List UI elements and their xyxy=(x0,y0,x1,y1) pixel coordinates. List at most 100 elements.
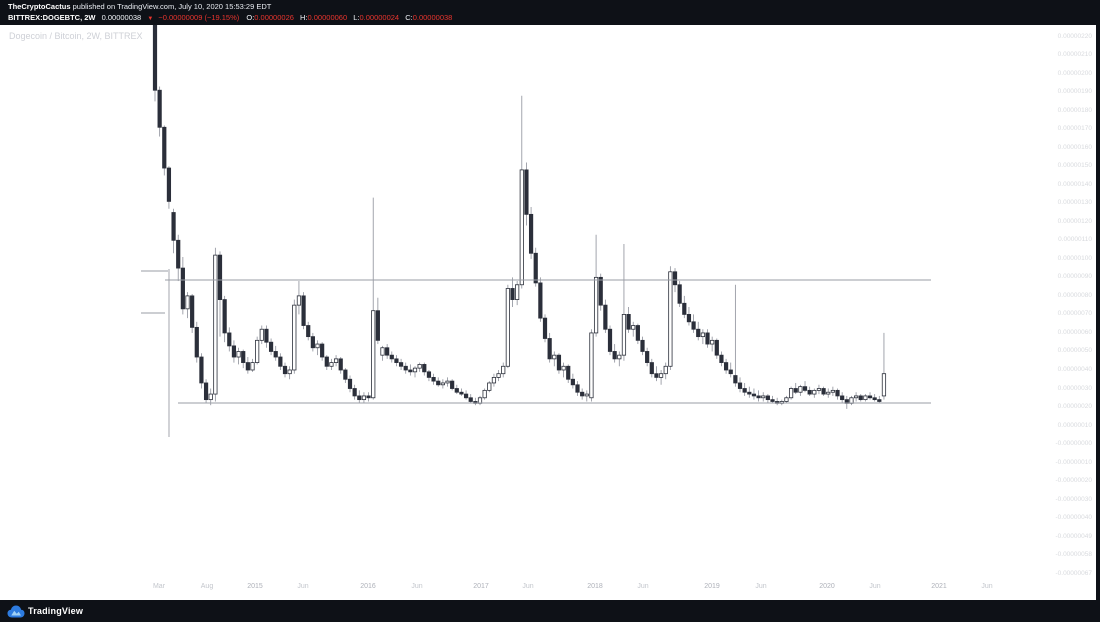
candle[interactable] xyxy=(645,347,650,367)
candle[interactable] xyxy=(398,358,404,370)
time-axis[interactable]: Mar Aug 2015 Jun 2016 Jun 2017 Jun 2018 Jun 2019 Ju… xyxy=(0,583,1100,597)
candle[interactable] xyxy=(881,332,887,400)
candle[interactable] xyxy=(640,336,645,356)
candle[interactable] xyxy=(742,382,747,396)
candle[interactable] xyxy=(547,332,552,363)
candle[interactable] xyxy=(296,281,302,315)
candle[interactable] xyxy=(217,251,223,337)
candle[interactable] xyxy=(751,388,757,400)
candle[interactable] xyxy=(830,386,835,396)
candle[interactable] xyxy=(863,394,868,402)
candle[interactable] xyxy=(315,340,320,356)
candle[interactable] xyxy=(853,392,859,402)
candle[interactable] xyxy=(593,234,599,337)
candle[interactable] xyxy=(371,197,376,400)
candle[interactable] xyxy=(176,234,181,282)
candle[interactable] xyxy=(463,390,469,400)
candle[interactable] xyxy=(394,355,399,367)
candle[interactable] xyxy=(324,355,329,370)
candle[interactable] xyxy=(459,388,464,396)
candle[interactable] xyxy=(162,125,167,176)
candle[interactable] xyxy=(213,247,218,402)
candle[interactable] xyxy=(380,345,385,361)
candle[interactable] xyxy=(454,384,459,395)
candle[interactable] xyxy=(245,357,250,374)
candle[interactable] xyxy=(268,338,274,356)
candle[interactable] xyxy=(347,375,353,393)
candle[interactable] xyxy=(491,373,497,387)
candle[interactable] xyxy=(515,281,520,306)
candle[interactable] xyxy=(700,329,705,345)
candle[interactable] xyxy=(259,325,264,345)
candle[interactable] xyxy=(561,362,566,378)
candle[interactable] xyxy=(617,351,622,367)
candle[interactable] xyxy=(482,388,487,400)
candle[interactable] xyxy=(747,386,752,398)
candle[interactable] xyxy=(385,344,390,359)
candle[interactable] xyxy=(422,362,427,376)
candle[interactable] xyxy=(872,394,877,402)
candle[interactable] xyxy=(626,306,631,333)
candle[interactable] xyxy=(403,362,408,374)
candle[interactable] xyxy=(343,368,348,383)
candle[interactable] xyxy=(199,353,204,389)
candle[interactable] xyxy=(691,314,696,333)
candle[interactable] xyxy=(333,355,339,367)
candle[interactable] xyxy=(524,162,529,226)
candle[interactable] xyxy=(487,381,492,393)
candle[interactable] xyxy=(807,386,812,396)
candle[interactable] xyxy=(450,379,455,391)
candle[interactable] xyxy=(375,297,380,345)
candle[interactable] xyxy=(152,16,158,102)
candle[interactable] xyxy=(436,377,441,387)
candle[interactable] xyxy=(528,206,534,259)
candle[interactable] xyxy=(477,395,483,406)
candle[interactable] xyxy=(840,392,845,404)
candle[interactable] xyxy=(203,379,209,404)
candle[interactable] xyxy=(635,323,640,345)
candle[interactable] xyxy=(733,284,738,387)
tradingview-cloud-logo-icon[interactable] xyxy=(7,605,25,622)
candle[interactable] xyxy=(366,392,371,402)
candle[interactable] xyxy=(570,373,575,389)
candle[interactable] xyxy=(816,384,822,395)
candle[interactable] xyxy=(812,388,817,398)
candle[interactable] xyxy=(301,292,306,330)
candle[interactable] xyxy=(867,392,873,400)
candle[interactable] xyxy=(264,325,269,348)
candle[interactable] xyxy=(793,382,798,395)
candle[interactable] xyxy=(250,358,255,372)
candle[interactable] xyxy=(677,281,682,307)
candle[interactable] xyxy=(501,362,506,378)
candle[interactable] xyxy=(241,349,246,369)
candle[interactable] xyxy=(584,390,589,402)
candle[interactable] xyxy=(412,366,418,378)
candle[interactable] xyxy=(496,369,501,382)
candle[interactable] xyxy=(287,366,292,380)
candle[interactable] xyxy=(222,295,227,343)
candle[interactable] xyxy=(770,395,775,404)
candle[interactable] xyxy=(654,366,659,382)
candle[interactable] xyxy=(668,266,673,370)
candle[interactable] xyxy=(542,314,548,343)
candle[interactable] xyxy=(338,357,343,374)
candle[interactable] xyxy=(723,358,729,374)
candle[interactable] xyxy=(775,397,780,406)
price-axis[interactable]: 0.00000220 0.00000210 0.00000200 0.00000190… xyxy=(1040,0,1100,600)
candle[interactable] xyxy=(227,327,232,352)
candle[interactable] xyxy=(663,362,668,380)
candle[interactable] xyxy=(844,395,849,409)
candle[interactable] xyxy=(310,332,315,352)
candle[interactable] xyxy=(194,321,199,363)
candle[interactable] xyxy=(357,390,362,404)
candle[interactable] xyxy=(389,351,394,363)
candle[interactable] xyxy=(417,362,422,372)
candle[interactable] xyxy=(705,329,710,348)
candle[interactable] xyxy=(649,358,654,378)
candle[interactable] xyxy=(761,392,766,402)
candle[interactable] xyxy=(440,379,445,389)
candle[interactable] xyxy=(292,299,297,374)
candle[interactable] xyxy=(858,394,863,402)
candle[interactable] xyxy=(728,362,733,378)
